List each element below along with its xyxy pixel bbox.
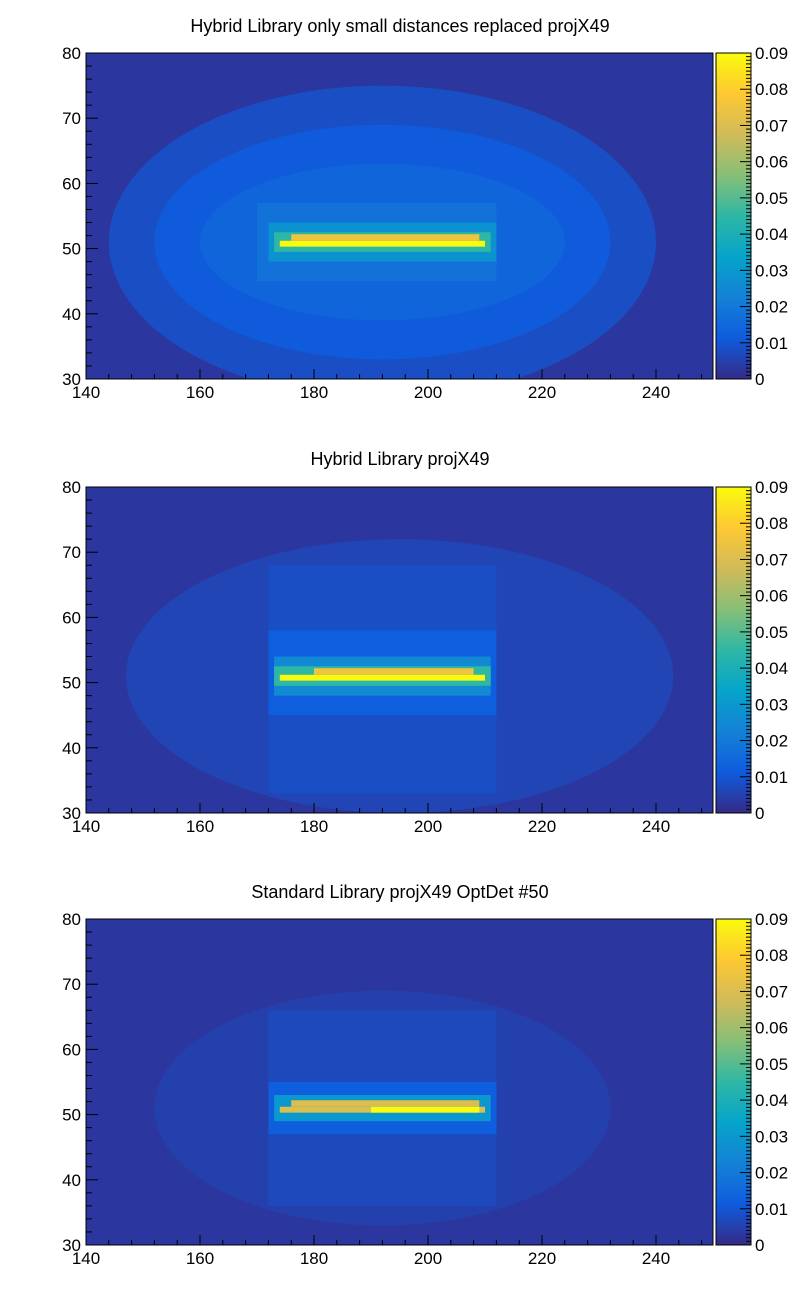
x-tick-label: 240 [642,383,670,402]
heatmap-region [291,234,480,241]
z-tick-label: 0.07 [755,550,788,569]
z-tick-label: 0.05 [755,1055,788,1074]
z-tick-label: 0 [755,370,764,389]
y-tick-label: 60 [62,1040,81,1059]
x-tick-label: 140 [72,383,100,402]
x-tick-label: 240 [642,817,670,836]
y-tick-label: 80 [62,44,81,63]
z-tick-label: 0.09 [755,478,788,497]
z-tick-label: 0.01 [755,768,788,787]
x-tick-label: 180 [300,383,328,402]
z-tick-label: 0.04 [755,1091,788,1110]
y-tick-label: 80 [62,910,81,929]
y-tick-label: 30 [62,1236,81,1255]
z-tick-label: 0 [755,1236,764,1255]
y-tick-label: 80 [62,478,81,497]
z-tick-label: 0.04 [755,225,788,244]
heatmap-panel-3: Standard Library projX49 OptDet #50 140 16… [62,882,788,1268]
chart-title: Standard Library projX49 OptDet #50 [251,882,548,902]
y-tick-label: 70 [62,975,81,994]
chart-title: Hybrid Library only small distances repl… [190,16,609,36]
z-tick-label: 0.06 [755,587,788,606]
x-tick-label: 140 [72,817,100,836]
y-tick-label: 50 [62,674,81,693]
plot-frame [85,52,714,380]
heatmap-cells [125,539,674,813]
y-tick-label: 70 [62,543,81,562]
x-tick-label: 220 [528,1249,556,1268]
x-tick-label: 200 [414,383,442,402]
heatmap-region [371,1106,480,1113]
z-tick-label: 0.05 [755,189,788,208]
z-tick-label: 0.06 [755,153,788,172]
z-tick-label: 0.09 [755,910,788,929]
x-tick-label: 200 [414,1249,442,1268]
x-tick-label: 160 [186,817,214,836]
y-tick-label: 50 [62,240,81,259]
heatmap-region [279,240,485,247]
z-tick-label: 0.09 [755,44,788,63]
z-tick-label: 0.03 [755,1127,788,1146]
heatmap-cells [108,85,656,379]
x-tick-label: 180 [300,1249,328,1268]
color-scale-bar [716,487,751,813]
y-tick-label: 30 [62,370,81,389]
z-tick-label: 0.08 [755,946,788,965]
y-tick-label: 40 [62,305,81,324]
z-tick-label: 0.07 [755,982,788,1001]
x-tick-label: 160 [186,1249,214,1268]
z-tick-label: 0.08 [755,514,788,533]
z-tick-label: 0.03 [755,261,788,280]
y-tick-label: 60 [62,174,81,193]
x-tick-label: 180 [300,817,328,836]
z-tick-label: 0.04 [755,659,788,678]
x-tick-label: 240 [642,1249,670,1268]
heatmap-region [314,668,474,675]
y-tick-label: 60 [62,608,81,627]
x-tick-label: 200 [414,817,442,836]
z-tick-label: 0.01 [755,334,788,353]
color-scale-bar [716,919,751,1245]
z-tick-label: 0.02 [755,298,788,317]
z-tick-label: 0.06 [755,1019,788,1038]
heatmap-cells [154,990,611,1226]
z-tick-label: 0.03 [755,695,788,714]
z-tick-label: 0.02 [755,1164,788,1183]
z-tick-label: 0.05 [755,623,788,642]
y-tick-label: 40 [62,1171,81,1190]
z-tick-label: 0.01 [755,1200,788,1219]
z-tick-label: 0.08 [755,80,788,99]
y-tick-label: 50 [62,1106,81,1125]
heatmap-region [291,1100,480,1107]
y-tick-label: 30 [62,804,81,823]
x-tick-label: 220 [528,383,556,402]
z-tick-label: 0.07 [755,116,788,135]
heatmap-panel-1: Hybrid Library only small distances repl… [62,16,788,402]
chart-title: Hybrid Library projX49 [310,449,489,469]
x-tick-label: 220 [528,817,556,836]
heatmap-region [279,674,485,681]
plot-frame [85,486,714,814]
plot-frame [85,918,714,1246]
x-tick-label: 140 [72,1249,100,1268]
z-tick-label: 0.02 [755,732,788,751]
heatmap-panel-2: Hybrid Library projX49 140 160 180 200 220 240… [62,449,788,836]
color-scale-bar [716,53,751,379]
y-tick-label: 40 [62,739,81,758]
x-tick-label: 160 [186,383,214,402]
y-tick-label: 70 [62,109,81,128]
z-tick-label: 0 [755,804,764,823]
